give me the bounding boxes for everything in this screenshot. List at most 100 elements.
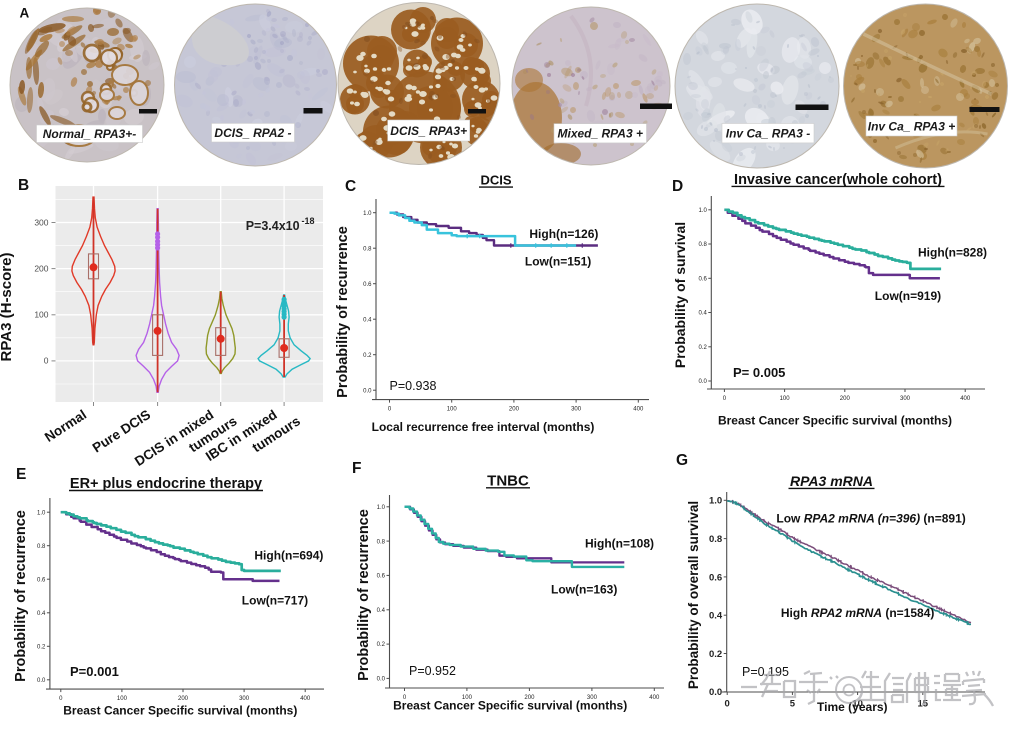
svg-text:Inv Ca_ RPA3 -: Inv Ca_ RPA3 -	[726, 127, 810, 141]
svg-text:10: 10	[852, 699, 863, 710]
svg-text:100: 100	[447, 407, 458, 413]
svg-text:0: 0	[725, 699, 730, 710]
svg-text:E: E	[16, 466, 26, 483]
svg-text:Breast Cancer Specific surviva: Breast Cancer Specific survival (months)	[393, 699, 627, 713]
svg-text:0.2: 0.2	[709, 649, 722, 660]
svg-text:200: 200	[178, 696, 189, 702]
svg-text:Probability of survival: Probability of survival	[672, 222, 688, 368]
svg-text:0.6: 0.6	[363, 282, 372, 288]
svg-text:100: 100	[462, 695, 473, 701]
svg-text:0.0: 0.0	[363, 388, 372, 394]
svg-text:RPA3 (H-score): RPA3 (H-score)	[0, 253, 15, 362]
svg-text:C: C	[345, 178, 356, 195]
svg-text:Probability of recurrence: Probability of recurrence	[13, 510, 29, 682]
svg-text:Probability of overall surviva: Probability of overall survival	[686, 501, 701, 689]
svg-text:0: 0	[44, 356, 49, 366]
svg-text:0.0: 0.0	[377, 677, 386, 683]
svg-text:Low(n=717): Low(n=717)	[242, 593, 308, 607]
svg-text:High(n=694): High(n=694)	[254, 548, 323, 562]
svg-text:Breast Cancer Specific surviva: Breast Cancer Specific survival (months)	[63, 704, 297, 718]
svg-text:5: 5	[790, 699, 796, 710]
svg-text:0.6: 0.6	[377, 574, 386, 580]
svg-text:300: 300	[34, 217, 48, 227]
svg-text:0.2: 0.2	[698, 345, 707, 351]
svg-text:P= 0.005: P= 0.005	[733, 365, 785, 380]
svg-text:D: D	[672, 178, 683, 195]
svg-text:0.4: 0.4	[709, 611, 723, 622]
svg-text:High(n=828): High(n=828)	[918, 246, 987, 260]
svg-text:0.8: 0.8	[37, 544, 46, 550]
svg-text:0: 0	[403, 695, 407, 701]
svg-text:0.0: 0.0	[37, 678, 46, 684]
svg-text:200: 200	[509, 407, 520, 413]
svg-text:0.2: 0.2	[377, 642, 386, 648]
svg-text:Time (years): Time (years)	[817, 700, 887, 714]
svg-text:0.8: 0.8	[363, 246, 372, 252]
svg-text:1.0: 1.0	[709, 496, 722, 507]
svg-text:High RPA2 mRNA (n=1584): High RPA2 mRNA (n=1584)	[781, 606, 934, 620]
svg-text:-18: -18	[302, 216, 315, 226]
svg-text:200: 200	[34, 263, 48, 273]
svg-text:ER+ plus endocrine therapy: ER+ plus endocrine therapy	[70, 476, 262, 492]
svg-text:P=0.938: P=0.938	[390, 379, 437, 393]
svg-text:0.4: 0.4	[698, 311, 707, 317]
svg-text:0.4: 0.4	[363, 317, 372, 323]
svg-text:400: 400	[633, 407, 644, 413]
svg-text:Probability of recurrence: Probability of recurrence	[335, 226, 351, 398]
svg-text:TNBC: TNBC	[487, 472, 529, 489]
svg-text:Breast Cancer Specific surviva: Breast Cancer Specific survival (months)	[718, 413, 952, 427]
svg-text:Mixed_ RPA3 +: Mixed_ RPA3 +	[558, 127, 643, 141]
svg-text:High(n=108): High(n=108)	[585, 536, 654, 550]
svg-text:Invasive cancer(whole cohort): Invasive cancer(whole cohort)	[734, 172, 942, 188]
svg-text:1.0: 1.0	[377, 505, 386, 511]
svg-text:Low(n=163): Low(n=163)	[551, 582, 617, 596]
svg-text:DCIS: DCIS	[480, 173, 511, 188]
svg-text:0.6: 0.6	[37, 577, 46, 583]
svg-text:400: 400	[960, 396, 971, 402]
svg-text:300: 300	[587, 695, 598, 701]
svg-text:0.2: 0.2	[37, 644, 46, 650]
svg-text:DCIS_ RPA2 -: DCIS_ RPA2 -	[214, 126, 291, 140]
svg-text:400: 400	[300, 696, 311, 702]
svg-text:300: 300	[239, 696, 250, 702]
svg-text:0: 0	[723, 396, 727, 402]
svg-text:B: B	[18, 177, 29, 194]
svg-text:P=3.4x10: P=3.4x10	[246, 219, 300, 233]
svg-text:Low(n=919): Low(n=919)	[875, 289, 941, 303]
svg-text:0.8: 0.8	[377, 539, 386, 545]
svg-text:0.0: 0.0	[709, 687, 722, 698]
svg-text:1.0: 1.0	[37, 510, 46, 516]
svg-text:A: A	[20, 6, 30, 21]
svg-text:200: 200	[524, 695, 535, 701]
svg-text:0.4: 0.4	[377, 608, 386, 614]
svg-text:P=0.001: P=0.001	[70, 664, 119, 679]
svg-text:0: 0	[59, 696, 63, 702]
svg-text:100: 100	[117, 696, 128, 702]
svg-text:0.0: 0.0	[698, 379, 707, 385]
svg-text:DCIS_ RPA3+: DCIS_ RPA3+	[390, 124, 467, 138]
svg-text:0.8: 0.8	[698, 242, 707, 248]
svg-text:0.6: 0.6	[709, 572, 722, 583]
svg-text:0.6: 0.6	[698, 276, 707, 282]
svg-text:1.0: 1.0	[698, 208, 707, 214]
svg-text:Normal_ RPA3+-: Normal_ RPA3+-	[43, 127, 136, 141]
svg-text:Local recurrence free interval: Local recurrence free interval (months)	[372, 420, 595, 434]
svg-text:400: 400	[649, 695, 660, 701]
svg-text:Low RPA2 mRNA (n=396) (n=891): Low RPA2 mRNA (n=396) (n=891)	[776, 512, 965, 526]
svg-text:100: 100	[780, 396, 791, 402]
svg-text:Probability of recurrence: Probability of recurrence	[356, 509, 372, 681]
svg-text:P=0.195: P=0.195	[742, 665, 789, 679]
svg-text:Low(n=151): Low(n=151)	[525, 254, 591, 268]
svg-text:Inv Ca_ RPA3 +: Inv Ca_ RPA3 +	[868, 119, 955, 133]
svg-text:300: 300	[571, 407, 582, 413]
svg-text:F: F	[352, 460, 361, 477]
svg-text:0.8: 0.8	[709, 534, 722, 545]
svg-text:P=0.952: P=0.952	[409, 664, 456, 678]
svg-text:RPA3 mRNA: RPA3 mRNA	[790, 473, 873, 489]
svg-text:300: 300	[900, 396, 911, 402]
svg-text:200: 200	[840, 396, 851, 402]
svg-text:0.4: 0.4	[37, 611, 46, 617]
svg-text:High(n=126): High(n=126)	[529, 227, 598, 241]
svg-text:G: G	[676, 452, 688, 469]
svg-text:1.0: 1.0	[363, 211, 372, 217]
